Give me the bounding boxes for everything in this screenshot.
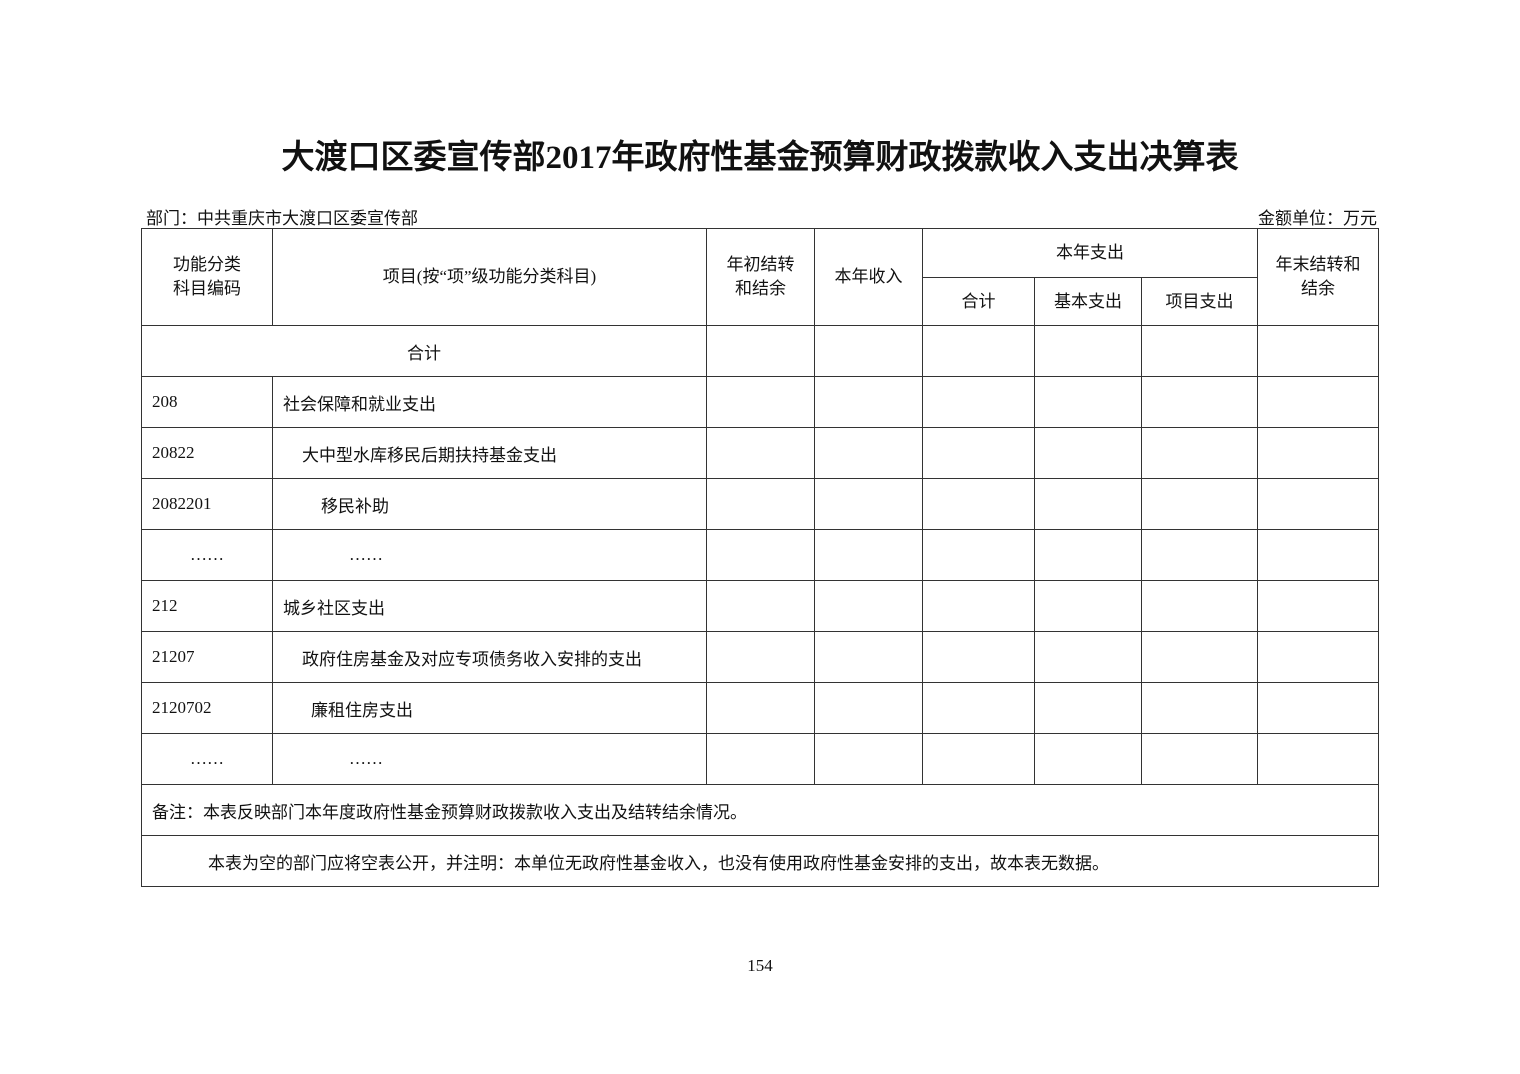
row-code: …… bbox=[141, 733, 273, 785]
row-name: 廉租住房支出 bbox=[272, 682, 707, 734]
row-name: 政府住房基金及对应专项债务收入安排的支出 bbox=[272, 631, 707, 683]
header-expense-total: 合计 bbox=[922, 277, 1035, 326]
note-row: 备注：本表反映部门本年度政府性基金预算财政拨款收入支出及结转结余情况。 bbox=[141, 784, 1379, 836]
table-row: 2082201 移民补助 bbox=[141, 478, 1379, 530]
row-name: …… bbox=[272, 529, 707, 581]
table-row: 2120702 廉租住房支出 bbox=[141, 682, 1379, 734]
row-code: …… bbox=[141, 529, 273, 581]
row-code: 2120702 bbox=[141, 682, 273, 734]
header-code: 功能分类 科目编码 bbox=[141, 228, 273, 326]
row-name: 大中型水库移民后期扶持基金支出 bbox=[272, 427, 707, 479]
note-2: 本表为空的部门应将空表公开，并注明：本单位无政府性基金收入，也没有使用政府性基金… bbox=[141, 835, 1379, 887]
table-row: 212 城乡社区支出 bbox=[141, 580, 1379, 632]
table-row: ………… bbox=[141, 733, 1379, 785]
total-row: 合计 bbox=[141, 325, 1379, 377]
header-project: 项目支出 bbox=[1141, 277, 1258, 326]
table-row: 21207 政府住房基金及对应专项债务收入安排的支出 bbox=[141, 631, 1379, 683]
header-end-balance: 年末结转和 结余 bbox=[1257, 228, 1379, 326]
table-row: 20822 大中型水库移民后期扶持基金支出 bbox=[141, 427, 1379, 479]
table-row: 208 社会保障和就业支出 bbox=[141, 376, 1379, 428]
header-expense: 本年支出 bbox=[922, 228, 1258, 278]
header-income: 本年收入 bbox=[814, 228, 923, 326]
table-row: ………… bbox=[141, 529, 1379, 581]
note-1: 备注：本表反映部门本年度政府性基金预算财政拨款收入支出及结转结余情况。 bbox=[141, 784, 1379, 836]
unit-label: 金额单位：万元 bbox=[1258, 209, 1377, 228]
page-title: 大渡口区委宣传部2017年政府性基金预算财政拨款收入支出决算表 bbox=[281, 140, 1239, 176]
row-code: 2082201 bbox=[141, 478, 273, 530]
department-label: 部门：中共重庆市大渡口区委宣传部 bbox=[146, 209, 418, 228]
header-item: 项目(按“项”级功能分类科目) bbox=[272, 228, 707, 326]
page-number: 154 bbox=[747, 956, 773, 975]
header-begin-balance: 年初结转 和结余 bbox=[706, 228, 815, 326]
budget-table: 功能分类 科目编码 项目(按“项”级功能分类科目) 年初结转 和结余 本年收入 … bbox=[141, 228, 1379, 887]
header-basic: 基本支出 bbox=[1034, 277, 1142, 326]
note-row: 本表为空的部门应将空表公开，并注明：本单位无政府性基金收入，也没有使用政府性基金… bbox=[141, 835, 1379, 887]
row-name: 移民补助 bbox=[272, 478, 707, 530]
total-label: 合计 bbox=[141, 325, 707, 377]
row-code: 20822 bbox=[141, 427, 273, 479]
row-name: 城乡社区支出 bbox=[272, 580, 707, 632]
row-code: 208 bbox=[141, 376, 273, 428]
row-code: 212 bbox=[141, 580, 273, 632]
row-name: 社会保障和就业支出 bbox=[272, 376, 707, 428]
row-name: …… bbox=[272, 733, 707, 785]
row-code: 21207 bbox=[141, 631, 273, 683]
